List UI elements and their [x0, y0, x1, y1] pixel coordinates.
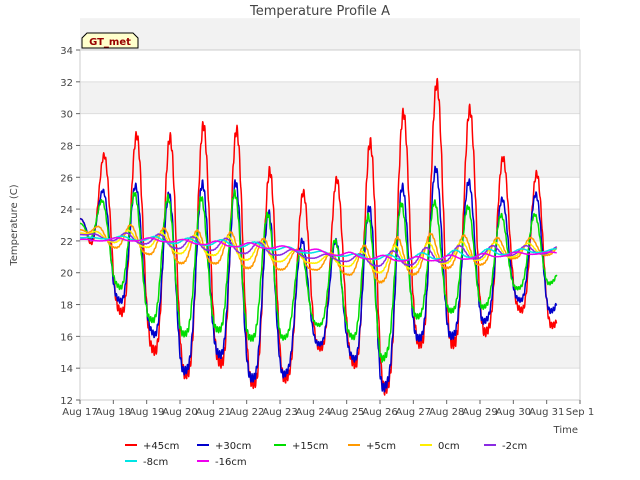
- x-tick-label: Aug 29: [462, 407, 497, 418]
- annotation-box: GT_met: [81, 32, 139, 49]
- series-line--16cm: [79, 236, 558, 262]
- x-tick-label: Aug 26: [362, 407, 397, 418]
- y-tick-label: 22: [60, 237, 73, 248]
- y-tick-label: 34: [60, 46, 73, 57]
- x-tick-label: Aug 19: [129, 407, 164, 418]
- x-tick-label: Aug 21: [196, 407, 231, 418]
- legend: +45cm +30cm +15cm +5cm 0cm -2cm -8cm -16cm: [125, 441, 527, 468]
- series-lines: [79, 77, 558, 396]
- y-tick-label: 26: [60, 173, 73, 184]
- y-tick-label: 32: [60, 78, 73, 89]
- y-tick-label: 24: [60, 205, 73, 216]
- y-tick-label: 16: [60, 332, 73, 343]
- grid-band: [80, 336, 580, 369]
- x-tick-label: Aug 18: [96, 407, 131, 418]
- y-tick-label: 20: [60, 269, 73, 280]
- y-tick-label: 30: [60, 110, 73, 121]
- x-tick-label: Aug 27: [396, 407, 431, 418]
- legend-label: +30cm: [215, 441, 251, 452]
- y-tick-label: 28: [60, 141, 73, 152]
- x-tick-label: Aug 17: [62, 407, 97, 418]
- x-axis-label: Time: [553, 425, 578, 436]
- chart-title: Temperature Profile A: [249, 4, 390, 19]
- series-line-+45cm: [79, 77, 558, 396]
- x-tick-label: Aug 24: [296, 407, 331, 418]
- legend-label: -16cm: [215, 457, 247, 468]
- plot-frame: [79, 49, 581, 401]
- annotation-label: GT_met: [89, 37, 131, 48]
- y-tick-label: 12: [60, 396, 73, 407]
- series-line-+15cm: [79, 188, 558, 363]
- series-line-+5cm: [79, 223, 558, 284]
- x-tick-label: Aug 31: [529, 407, 564, 418]
- legend-label: -8cm: [143, 457, 168, 468]
- x-tick-label: Aug 22: [229, 407, 264, 418]
- legend-label: -2cm: [502, 441, 527, 452]
- grid-band: [80, 18, 580, 50]
- y-axis: 12 14 16 18 20 22 24 26 28 30 32 34: [60, 46, 80, 407]
- grid-band: [80, 81, 580, 114]
- legend-label: +45cm: [143, 441, 179, 452]
- grid-band: [80, 145, 580, 178]
- y-tick-label: 18: [60, 301, 73, 312]
- series-line--2cm: [79, 232, 558, 268]
- x-tick-label: Sep 1: [566, 407, 594, 418]
- legend-label: +15cm: [292, 441, 328, 452]
- x-tick-label: Aug 28: [429, 407, 464, 418]
- legend-label: 0cm: [438, 441, 460, 452]
- x-tick-label: Aug 30: [496, 407, 531, 418]
- x-tick-label: Aug 25: [329, 407, 364, 418]
- y-axis-label: Temperature (C): [9, 184, 20, 266]
- x-tick-label: Aug 23: [262, 407, 297, 418]
- legend-label: +5cm: [366, 441, 396, 452]
- y-tick-label: 14: [60, 364, 73, 375]
- grid-bands: [80, 18, 580, 401]
- x-tick-label: Aug 20: [162, 407, 197, 418]
